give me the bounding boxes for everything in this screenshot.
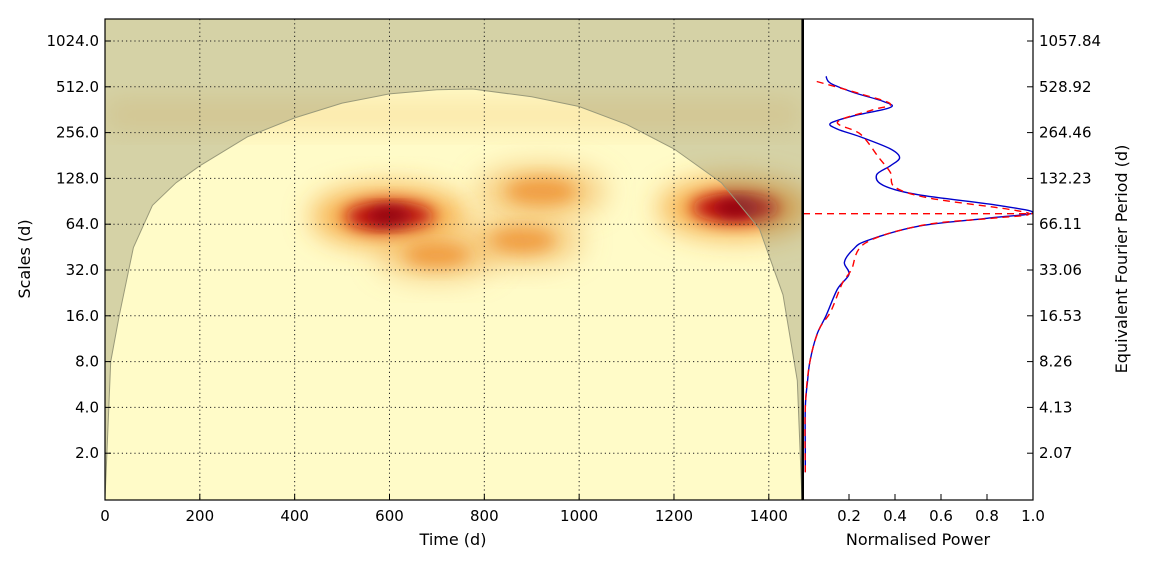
x-axis-label: Time (d) bbox=[419, 530, 487, 549]
x-tick-label: 200 bbox=[186, 507, 215, 525]
spectrum-x-tick-label: 0.6 bbox=[929, 507, 953, 525]
y-tick-label: 64.0 bbox=[66, 215, 99, 233]
spectrum-y-tick-label: 66.11 bbox=[1039, 215, 1082, 233]
y-tick-label: 16.0 bbox=[66, 307, 99, 325]
heatmap-ticks: 0 200 400 600 800 1000 1200 1400 1024.0 512.0 256.… bbox=[47, 32, 788, 525]
spectrum-lines bbox=[803, 75, 1033, 473]
x-tick-label: 1000 bbox=[560, 507, 598, 525]
spectrum-y-tick-label: 1057.84 bbox=[1039, 32, 1101, 50]
y-tick-label: 8.0 bbox=[75, 353, 99, 371]
y-axis-label: Scales (d) bbox=[15, 219, 34, 298]
spectrum-x-tick-label: 1.0 bbox=[1021, 507, 1045, 525]
power-spectrum-panel: 0.2 0.4 0.6 0.8 1.0 1057.84 528.92 264.46 132.23… bbox=[802, 18, 1131, 549]
heatmap-hotspot-core bbox=[404, 242, 470, 268]
x-tick-label: 1400 bbox=[750, 507, 788, 525]
spectrum-y-tick-label: 132.23 bbox=[1039, 169, 1092, 187]
spectrum-y-tick-label: 16.53 bbox=[1039, 307, 1082, 325]
spectrum-y-tick-label: 528.92 bbox=[1039, 78, 1092, 96]
y-tick-label: 4.0 bbox=[75, 398, 99, 416]
x-tick-label: 400 bbox=[280, 507, 309, 525]
spectrum-ticks: 0.2 0.4 0.6 0.8 1.0 1057.84 528.92 264.46 132.23… bbox=[837, 32, 1101, 525]
cone-of-influence-shade bbox=[105, 19, 802, 500]
spectrum-y-tick-label: 4.13 bbox=[1039, 398, 1072, 416]
spectrum-y-tick-label: 264.46 bbox=[1039, 124, 1092, 142]
y-tick-label: 256.0 bbox=[56, 124, 99, 142]
spectrum-background bbox=[803, 19, 1033, 500]
heatmap-background-band bbox=[105, 99, 802, 130]
y-tick-label: 1024.0 bbox=[47, 32, 100, 50]
heatmap-hotspot-core bbox=[489, 227, 556, 254]
spectrum-y-tick-label: 2.07 bbox=[1039, 444, 1072, 462]
x-tick-label: 1200 bbox=[655, 507, 693, 525]
fitted-power-dashed-line bbox=[804, 80, 1030, 473]
y-tick-label: 128.0 bbox=[56, 169, 99, 187]
spectrum-x-tick-label: 0.2 bbox=[837, 507, 861, 525]
spectrum-x-tick-label: 0.8 bbox=[975, 507, 999, 525]
spectrum-y-tick-label: 8.26 bbox=[1039, 353, 1072, 371]
spectrum-x-tick-label: 0.4 bbox=[883, 507, 907, 525]
spectrum-y-axis-label: Equivalent Fourier Period (d) bbox=[1112, 145, 1131, 374]
heatmap-hotspot-core bbox=[506, 177, 577, 206]
x-tick-label: 600 bbox=[375, 507, 404, 525]
spectrum-y-tick-label: 33.06 bbox=[1039, 261, 1082, 279]
x-tick-label: 0 bbox=[100, 507, 110, 525]
spectrum-x-axis-label: Normalised Power bbox=[846, 530, 991, 549]
y-tick-label: 32.0 bbox=[66, 261, 99, 279]
y-tick-label: 2.0 bbox=[75, 444, 99, 462]
y-tick-label: 512.0 bbox=[56, 78, 99, 96]
wavelet-heatmap-panel: 0 200 400 600 800 1000 1200 1400 1024.0 512.0 256.… bbox=[15, 18, 803, 549]
x-tick-label: 800 bbox=[470, 507, 499, 525]
heatmap-grid bbox=[105, 19, 802, 500]
